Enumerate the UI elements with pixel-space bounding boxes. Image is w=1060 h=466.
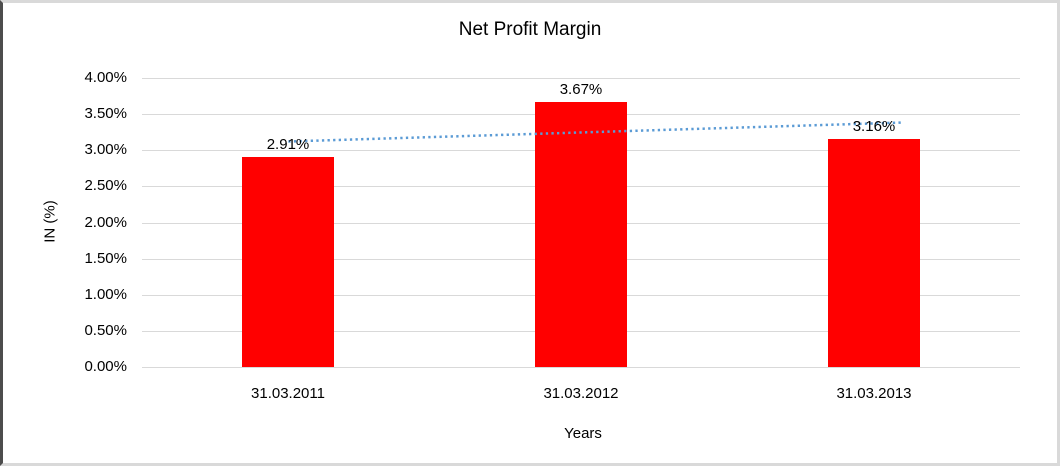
y-tick-label: 2.00%: [84, 214, 127, 231]
y-tick-label: 0.00%: [84, 358, 127, 375]
bar: [535, 102, 627, 367]
chart-title: Net Profit Margin: [458, 19, 602, 40]
bar-data-label: 2.91%: [266, 136, 310, 153]
bar-data-label: 3.67%: [559, 81, 603, 98]
y-axis-title: IN (%): [41, 200, 59, 243]
y-tick-label: 1.50%: [84, 250, 127, 267]
y-tick-label: 0.50%: [84, 322, 127, 339]
gridline: [142, 367, 1020, 368]
y-tick-label: 4.00%: [84, 69, 127, 86]
y-tick-label: 3.00%: [84, 141, 127, 158]
bar-data-label: 3.16%: [852, 118, 896, 135]
x-tick-label: 31.03.2011: [251, 385, 325, 402]
y-tick-label: 2.50%: [84, 177, 127, 194]
gridline: [142, 78, 1020, 79]
y-tick-label: 1.00%: [84, 286, 127, 303]
bar: [242, 157, 334, 367]
x-tick-label: 31.03.2012: [543, 385, 619, 402]
y-tick-label: 3.50%: [84, 105, 127, 122]
x-axis-title: Years: [564, 425, 602, 442]
x-tick-label: 31.03.2013: [836, 385, 912, 402]
bar: [828, 139, 920, 367]
